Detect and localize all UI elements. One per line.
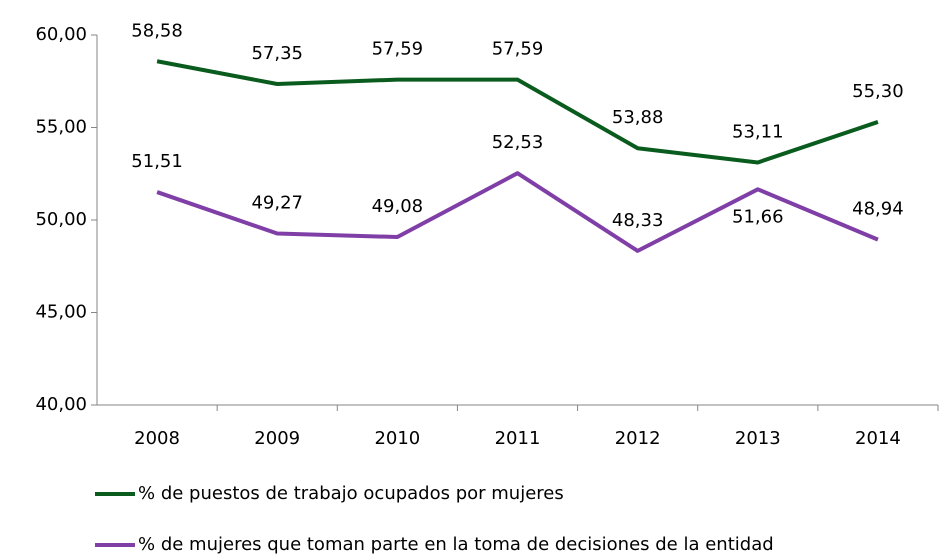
data-label: 53,88 — [612, 107, 664, 128]
x-tick-label: 2011 — [495, 428, 541, 449]
data-label: 49,08 — [372, 196, 424, 217]
series-line — [156, 171, 879, 253]
y-tick-label: 50,00 — [35, 209, 87, 230]
legend-label: % de mujeres que toman parte en la toma … — [138, 534, 774, 554]
x-tick-label: 2008 — [134, 428, 180, 449]
y-tick-label: 45,00 — [35, 302, 87, 323]
x-tick-label: 2009 — [254, 428, 300, 449]
x-tick-label: 2014 — [855, 428, 901, 449]
data-label: 55,30 — [852, 81, 904, 102]
data-label: 57,35 — [251, 43, 303, 64]
y-tick-label: 60,00 — [35, 24, 87, 45]
data-label: 51,66 — [732, 206, 784, 227]
x-tick-label: 2012 — [615, 428, 661, 449]
x-tick-label: 2013 — [735, 428, 781, 449]
data-label: 58,58 — [131, 20, 183, 41]
data-label: 49,27 — [251, 193, 303, 214]
data-label: 53,11 — [732, 121, 784, 142]
data-label: 57,59 — [492, 39, 544, 60]
data-label: 48,94 — [852, 199, 904, 220]
data-label: 48,33 — [612, 210, 664, 231]
x-tick-label: 2010 — [374, 428, 420, 449]
y-tick-label: 40,00 — [35, 394, 87, 415]
data-label: 57,59 — [372, 39, 424, 60]
y-tick-label: 55,00 — [35, 117, 87, 138]
data-label: 51,51 — [131, 151, 183, 172]
series-line — [156, 59, 879, 165]
legend-label: % de puestos de trabajo ocupados por muj… — [138, 483, 564, 504]
data-label: 52,53 — [492, 132, 544, 153]
